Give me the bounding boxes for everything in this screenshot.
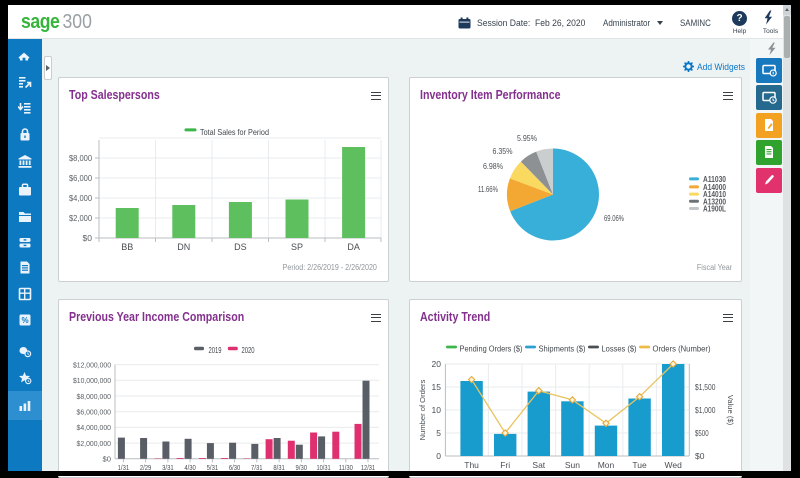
svg-text:5: 5 xyxy=(436,428,441,438)
svg-text:A1900L: A1900L xyxy=(703,205,726,214)
svg-text:$0: $0 xyxy=(103,455,111,464)
svg-text:2020: 2020 xyxy=(242,346,255,355)
svg-text:0: 0 xyxy=(436,451,441,461)
svg-text:DN: DN xyxy=(177,242,190,252)
svg-text:69.06%: 69.06% xyxy=(604,213,624,223)
svg-text:Fri: Fri xyxy=(500,460,510,470)
svg-text:Number of Orders: Number of Orders xyxy=(418,379,427,440)
svg-text:$4,000: $4,000 xyxy=(69,193,92,203)
svg-text:$1,500: $1,500 xyxy=(695,382,716,392)
svg-text:$0: $0 xyxy=(83,233,93,243)
svg-text:$2,000: $2,000 xyxy=(69,213,92,223)
svg-text:$8,000: $8,000 xyxy=(69,153,92,163)
svg-text:$0: $0 xyxy=(695,451,705,461)
svg-text:Sat: Sat xyxy=(532,460,545,470)
svg-text:$6,000,000: $6,000,000 xyxy=(77,408,112,417)
svg-text:Pending Orders ($): Pending Orders ($) xyxy=(460,344,523,354)
svg-text:$4,000,000: $4,000,000 xyxy=(77,423,112,432)
svg-text:SP: SP xyxy=(291,242,303,252)
svg-text:$2,000,000: $2,000,000 xyxy=(77,439,112,448)
svg-text:2019: 2019 xyxy=(209,346,222,355)
svg-text:11.66%: 11.66% xyxy=(478,184,498,194)
svg-text:Shipments ($): Shipments ($) xyxy=(539,344,586,354)
svg-text:Sun: Sun xyxy=(565,460,580,470)
svg-text:$8,000,000: $8,000,000 xyxy=(77,392,112,401)
svg-text:$10,000,000: $10,000,000 xyxy=(73,376,111,385)
svg-text:6.35%: 6.35% xyxy=(493,146,513,156)
svg-text:Tue: Tue xyxy=(632,460,647,470)
svg-text:Losses ($): Losses ($) xyxy=(602,344,637,354)
svg-text:Orders (Number): Orders (Number) xyxy=(653,344,711,354)
svg-text:Wed: Wed xyxy=(665,460,683,470)
svg-text:6.98%: 6.98% xyxy=(483,161,503,171)
svg-text:%: % xyxy=(21,316,28,325)
svg-text:10: 10 xyxy=(432,405,442,415)
svg-text:15: 15 xyxy=(432,382,442,392)
svg-text:DA: DA xyxy=(347,242,360,252)
svg-text:BB: BB xyxy=(121,242,133,252)
svg-text:$6,000: $6,000 xyxy=(69,173,92,183)
svg-text:Value ($): Value ($) xyxy=(726,395,735,426)
svg-text:Mon: Mon xyxy=(598,460,615,470)
svg-text:20: 20 xyxy=(432,359,442,369)
svg-text:$1,000: $1,000 xyxy=(695,405,716,415)
svg-text:Total Sales for Period: Total Sales for Period xyxy=(200,127,269,137)
svg-text:5.95%: 5.95% xyxy=(517,133,537,143)
svg-text:$500: $500 xyxy=(695,428,709,438)
svg-text:$12,000,000: $12,000,000 xyxy=(73,360,111,369)
svg-text:DS: DS xyxy=(234,242,247,252)
svg-text:Thu: Thu xyxy=(464,460,479,470)
